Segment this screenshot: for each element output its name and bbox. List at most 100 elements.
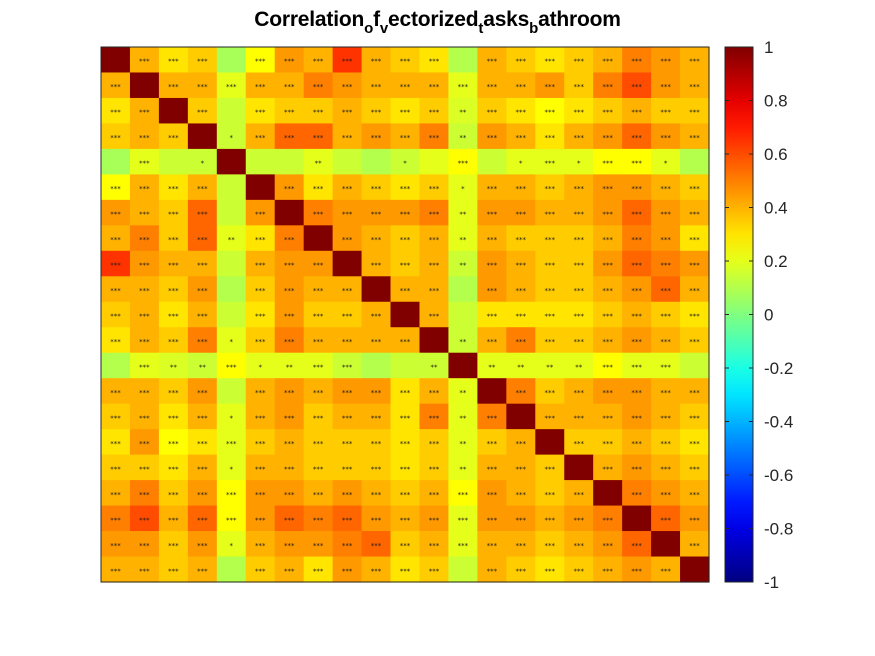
heatmap-cell-2-20 (680, 97, 710, 125)
heatmap-cell-20-3 (187, 556, 218, 583)
heatmap-cell-1-11 (419, 72, 450, 99)
significance-mark-6-3: *** (197, 211, 208, 219)
significance-mark-13-8: *** (342, 389, 353, 397)
heatmap-cell-3-0 (101, 123, 131, 150)
significance-mark-10-13: *** (487, 313, 498, 321)
heatmap-cell-16-17 (593, 454, 623, 481)
heatmap-cell-16-2 (158, 454, 189, 481)
significance-mark-0-2: *** (168, 58, 179, 66)
heatmap-cell-10-19 (651, 301, 681, 328)
significance-mark-14-3: *** (197, 414, 208, 422)
significance-mark-10-19: *** (660, 313, 671, 321)
significance-mark-20-7: *** (313, 567, 324, 575)
heatmap-cell-16-18 (622, 454, 652, 481)
heatmap-cell-16-10 (390, 454, 421, 481)
significance-mark-16-1: *** (139, 465, 150, 473)
heatmap-cell-10-16 (564, 301, 594, 328)
heatmap-cell-11-5 (245, 327, 276, 354)
significance-mark-9-0: *** (110, 287, 121, 295)
significance-mark-9-17: *** (602, 287, 613, 295)
significance-mark-12-1: *** (139, 363, 150, 371)
significance-mark-7-18: *** (631, 236, 642, 244)
heatmap-cell-18-5 (245, 505, 276, 532)
heatmap-cell-11-7 (303, 327, 334, 354)
heatmap-cell-15-15 (535, 429, 565, 456)
significance-mark-20-5: *** (255, 567, 266, 575)
significance-mark-15-1: *** (139, 440, 150, 448)
heatmap-cell-9-14 (506, 276, 536, 303)
heatmap-cell-13-1 (129, 378, 160, 405)
heatmap-cell-19-3 (187, 531, 218, 558)
heatmap-cell-2-7 (303, 97, 334, 125)
significance-mark-18-17: *** (602, 516, 613, 524)
heatmap-cell-14-2 (158, 403, 189, 430)
heatmap-cell-13-17 (593, 378, 623, 405)
significance-mark-3-13: *** (487, 134, 498, 142)
heatmap-cell-20-14 (506, 556, 536, 583)
heatmap-cell-5-2 (158, 174, 189, 201)
heatmap-cell-19-15 (535, 531, 565, 558)
significance-mark-3-14: *** (516, 134, 527, 142)
significance-mark-12-2: ** (170, 363, 178, 371)
significance-mark-18-2: *** (168, 516, 179, 524)
heatmap-cell-6-4 (216, 199, 247, 226)
heatmap-cell-18-20 (680, 505, 710, 532)
significance-mark-13-3: *** (197, 389, 208, 397)
heatmap-cell-17-15 (535, 480, 565, 507)
heatmap-cell-11-8 (332, 327, 363, 354)
heatmap-cell-20-8 (332, 556, 363, 583)
significance-mark-7-11: *** (429, 236, 440, 244)
significance-mark-9-1: *** (139, 287, 150, 295)
significance-mark-18-14: *** (516, 516, 527, 524)
heatmap-cell-19-20 (680, 531, 710, 558)
significance-mark-11-19: *** (660, 338, 671, 346)
significance-mark-18-11: *** (429, 516, 440, 524)
heatmap-cell-16-12 (448, 454, 478, 481)
heatmap-cell-8-20 (680, 250, 710, 277)
heatmap-cell-11-1 (129, 327, 160, 354)
heatmap-cell-16-14 (506, 454, 536, 481)
heatmap-cell-1-20 (680, 72, 710, 99)
heatmap-cell-12-5 (245, 352, 276, 379)
heatmap-cell-12-13 (477, 352, 507, 379)
significance-mark-2-17: *** (602, 109, 613, 117)
heatmap-cell-1-12 (448, 72, 478, 99)
heatmap-cell-0-9 (361, 47, 392, 74)
heatmap-cell-10-10 (390, 301, 421, 328)
heatmap-cell-17-2 (158, 480, 189, 507)
significance-mark-8-3: *** (197, 262, 208, 270)
heatmap-cell-9-1 (129, 276, 160, 303)
heatmap-cell-9-0 (101, 276, 131, 303)
heatmap-cell-5-12 (448, 174, 478, 201)
heatmap-cell-14-0 (101, 403, 131, 430)
heatmap-cell-3-5 (245, 123, 276, 150)
heatmap-cell-0-10 (390, 47, 421, 74)
heatmap-cell-10-9 (361, 301, 392, 328)
significance-mark-6-14: *** (516, 211, 527, 219)
heatmap-cell-19-4 (216, 531, 247, 558)
significance-mark-17-9: *** (371, 491, 382, 499)
heatmap-cell-20-17 (593, 556, 623, 583)
significance-mark-11-1: *** (139, 338, 150, 346)
heatmap-cell-2-14 (506, 97, 536, 125)
significance-mark-12-4: *** (226, 363, 237, 371)
heatmap-cell-14-6 (274, 403, 305, 430)
heatmap-cell-2-16 (564, 97, 594, 125)
significance-mark-2-13: *** (487, 109, 498, 117)
significance-mark-15-8: *** (342, 440, 353, 448)
significance-mark-16-8: *** (342, 465, 353, 473)
heatmap-cell-0-8 (332, 47, 363, 74)
heatmap-cell-7-18 (622, 225, 652, 252)
heatmap-cell-9-13 (477, 276, 507, 303)
significance-mark-14-0: *** (110, 414, 121, 422)
significance-mark-19-0: *** (110, 542, 121, 550)
significance-mark-17-15: *** (545, 491, 556, 499)
significance-mark-11-10: *** (400, 338, 411, 346)
heatmap-cell-20-2 (158, 556, 189, 583)
heatmap-cell-7-8 (332, 225, 363, 252)
significance-mark-4-12: *** (458, 160, 469, 168)
heatmap-cell-10-12 (448, 301, 478, 328)
significance-mark-14-10: *** (400, 414, 411, 422)
significance-mark-7-9: *** (371, 236, 382, 244)
significance-mark-19-2: *** (168, 542, 179, 550)
